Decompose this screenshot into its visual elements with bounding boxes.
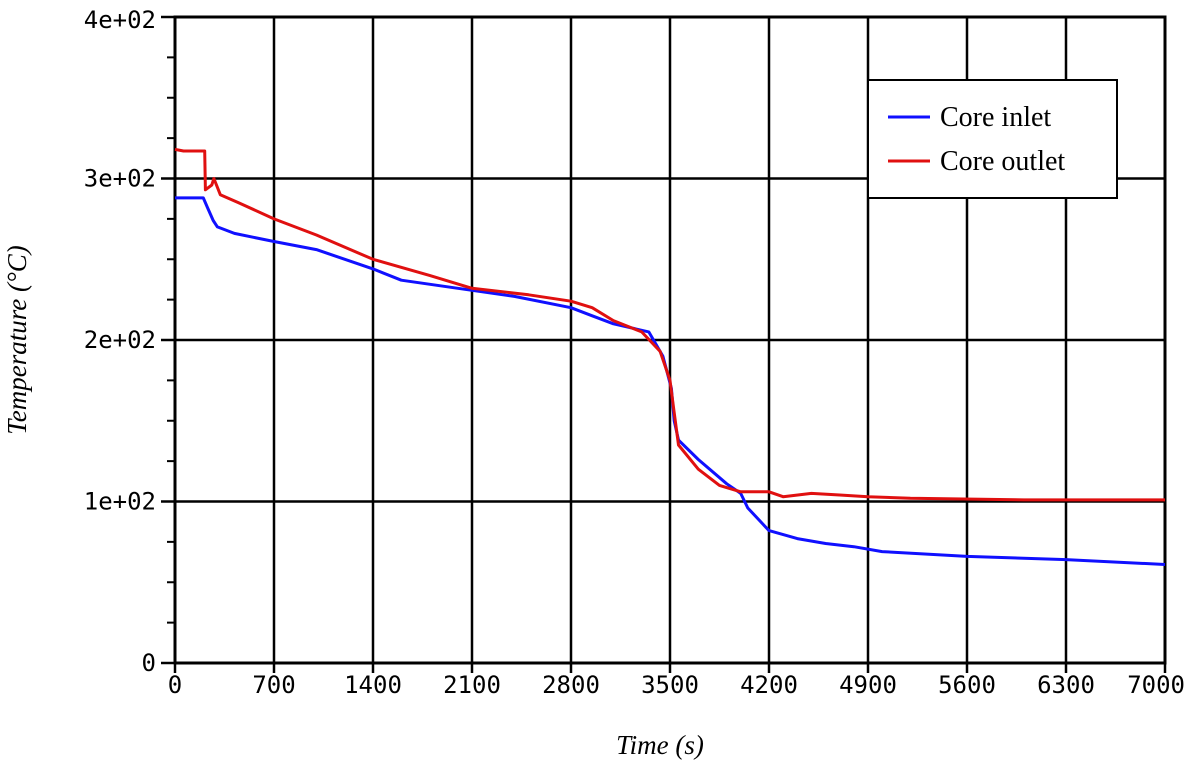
x-axis-label: Time (s) — [616, 730, 704, 760]
x-tick-label-10: 7000 — [1127, 671, 1185, 699]
y-tick-label-2: 2e+02 — [84, 326, 156, 354]
x-tick-labels: 0 700 1400 2100 2800 3500 4200 4900 5600 6300 7000 — [168, 671, 1185, 699]
x-tick-label-1: 700 — [252, 671, 295, 699]
y-tick-label-3: 3e+02 — [84, 165, 156, 193]
x-tick-label-9: 6300 — [1037, 671, 1095, 699]
series-line-core-outlet — [174, 147, 1165, 502]
series-line-core-inlet — [175, 196, 1166, 566]
y-tick-label-4: 4e+02 — [84, 6, 156, 34]
x-tick-label-6: 4200 — [740, 671, 798, 699]
x-tick-label-2: 1400 — [344, 671, 402, 699]
legend-box — [867, 79, 1118, 199]
x-tick-label-7: 4900 — [839, 671, 897, 699]
y-tick-label-1: 1e+02 — [84, 488, 156, 516]
minor-ticks — [161, 15, 1167, 673]
x-tick-label-5: 3500 — [641, 671, 699, 699]
x-tick-label-3: 2100 — [443, 671, 501, 699]
x-tick-label-0: 0 — [168, 671, 182, 699]
series-lines — [174, 147, 1166, 566]
x-tick-label-4: 2800 — [542, 671, 600, 699]
x-tick-label-8: 5600 — [938, 671, 996, 699]
legend-label-core-outlet: Core outlet — [940, 146, 1065, 177]
y-axis-label: Temperature (°C) — [2, 245, 32, 435]
y-tick-labels: 0 1e+02 2e+02 3e+02 4e+02 — [84, 6, 156, 677]
y-tick-label-0: 0 — [142, 649, 156, 677]
legend: Core inlet Core outlet — [867, 79, 1118, 199]
legend-label-core-inlet: Core inlet — [940, 102, 1051, 133]
